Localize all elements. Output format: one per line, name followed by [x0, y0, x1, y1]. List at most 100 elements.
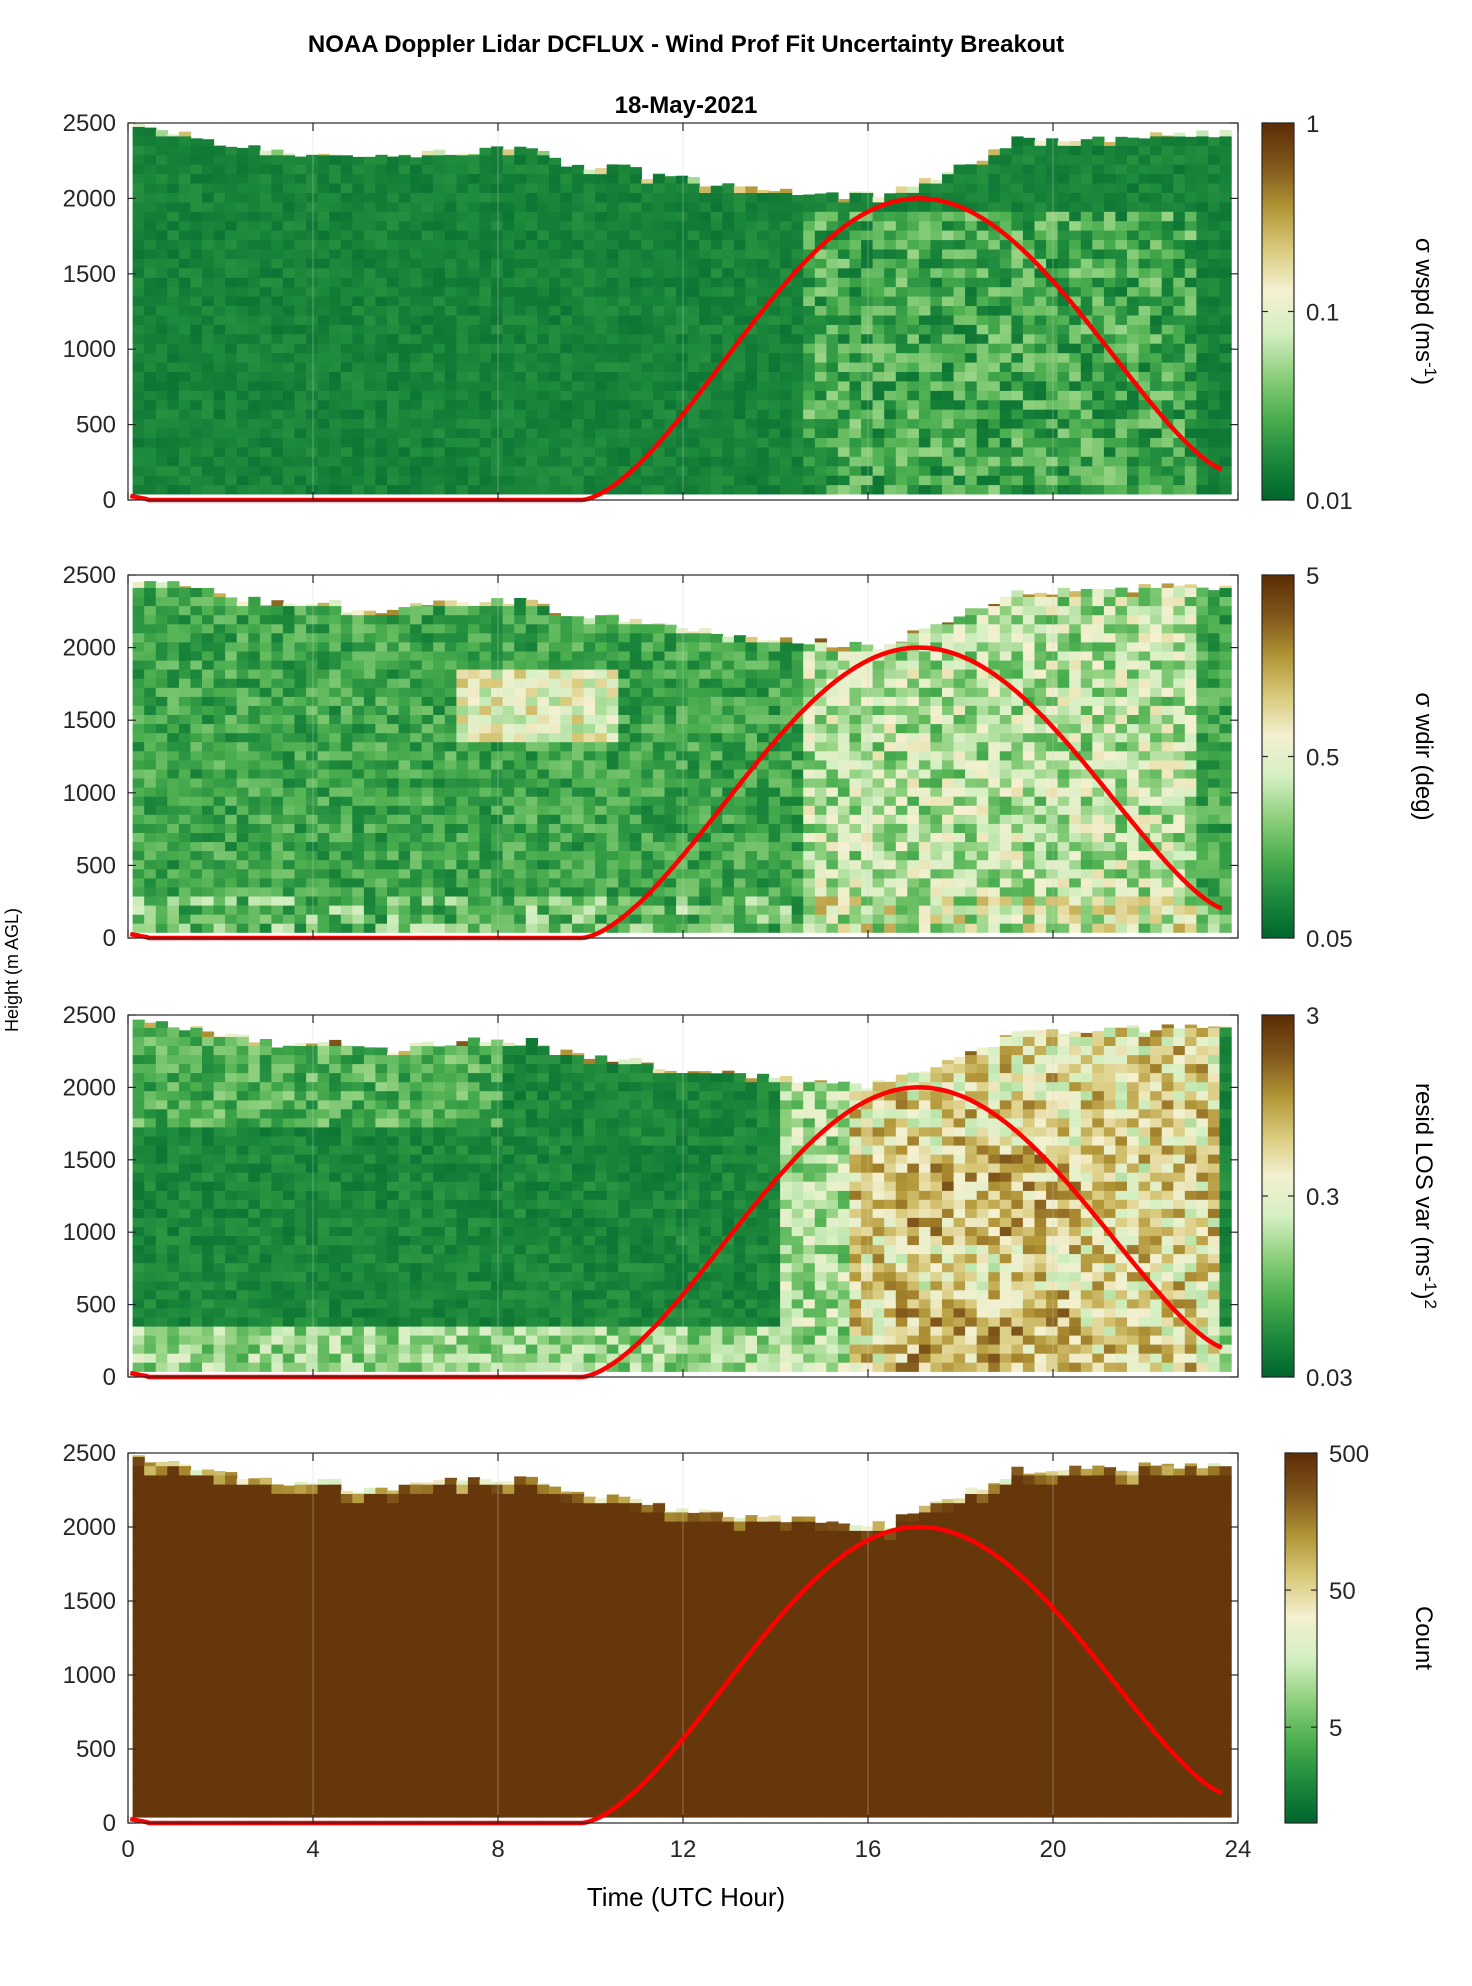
heatmap-cell — [294, 286, 307, 297]
heatmap-cell — [306, 787, 319, 797]
heatmap-cell — [572, 732, 585, 743]
heatmap-cell — [514, 475, 527, 486]
heatmap-cell — [641, 277, 654, 288]
heatmap-cell — [167, 475, 180, 486]
heatmap-cell — [803, 390, 816, 401]
y-tick-label: 1000 — [63, 336, 116, 363]
heatmap-cell — [710, 220, 723, 231]
heatmap-cell — [271, 787, 284, 797]
heatmap-cell — [780, 314, 793, 325]
heatmap-cell — [861, 220, 874, 231]
heatmap-cell — [641, 409, 654, 420]
heatmap-cell — [398, 211, 411, 222]
heatmap-cell — [1138, 314, 1151, 325]
heatmap-cell — [595, 465, 608, 476]
heatmap-cell — [352, 343, 365, 354]
heatmap-cell — [306, 428, 319, 438]
heatmap-cell — [733, 446, 747, 457]
heatmap-cell — [1138, 230, 1151, 241]
heatmap-cell — [583, 777, 596, 788]
heatmap-cell — [548, 868, 562, 879]
heatmap-cell — [456, 324, 469, 335]
heatmap-cell — [768, 390, 781, 401]
heatmap-cell — [491, 796, 504, 806]
heatmap-cell — [976, 201, 989, 212]
heatmap-cell — [988, 446, 1001, 457]
heatmap-cell — [814, 193, 827, 203]
heatmap-cell — [479, 164, 492, 175]
heatmap-cell — [537, 173, 550, 184]
heatmap-cell — [421, 714, 434, 725]
heatmap-cell — [271, 923, 284, 933]
heatmap-cell — [340, 182, 353, 193]
heatmap-cell — [479, 687, 492, 697]
heatmap-cell — [410, 201, 423, 212]
heatmap-cell — [872, 230, 885, 241]
heatmap-cell — [236, 814, 249, 824]
heatmap-cell — [572, 390, 585, 401]
heatmap-cell — [733, 239, 747, 250]
heatmap-cell — [722, 248, 735, 259]
heatmap-cell — [861, 324, 874, 335]
heatmap-cell — [548, 371, 562, 382]
heatmap-cell — [595, 352, 608, 363]
heatmap-cell — [259, 399, 272, 410]
heatmap-cell — [537, 418, 550, 429]
heatmap-cell — [780, 446, 793, 457]
heatmap-cell — [155, 923, 168, 933]
heatmap-cell — [907, 465, 920, 476]
heatmap-cell — [144, 390, 157, 401]
heatmap-cell — [560, 768, 573, 779]
heatmap-cell — [895, 380, 908, 391]
heatmap-cell — [583, 428, 596, 438]
heatmap-cell — [976, 173, 989, 184]
heatmap-cell — [363, 859, 377, 870]
heatmap-cell — [398, 796, 411, 806]
heatmap-cell — [375, 877, 388, 888]
heatmap-cell — [1184, 484, 1197, 495]
heatmap-cell — [1080, 139, 1093, 146]
heatmap-cell — [259, 841, 272, 852]
heatmap-cell — [225, 343, 238, 354]
heatmap-cell — [421, 173, 434, 184]
heatmap-cell — [1219, 154, 1232, 165]
heatmap-cell — [537, 192, 550, 203]
heatmap-cell — [1184, 136, 1197, 146]
heatmap-cell — [918, 182, 932, 193]
heatmap-cell — [213, 895, 226, 906]
heatmap-cell — [456, 741, 469, 752]
heatmap-cell — [306, 777, 319, 788]
heatmap-cell — [1069, 409, 1082, 420]
heatmap-cell — [190, 145, 203, 156]
heatmap-cell — [190, 641, 203, 652]
heatmap-cell — [352, 868, 365, 879]
heatmap-cell — [329, 650, 342, 661]
heatmap-cell — [167, 296, 180, 306]
heatmap-cell — [132, 352, 145, 363]
heatmap-cell — [410, 832, 423, 843]
heatmap-cell — [236, 850, 249, 861]
heatmap-cell — [710, 286, 723, 297]
heatmap-cell — [444, 650, 457, 661]
heatmap-cell — [1138, 362, 1151, 372]
heatmap-cell — [271, 768, 284, 779]
heatmap-cell — [202, 768, 215, 779]
heatmap-cell — [560, 632, 573, 643]
heatmap-cell — [1184, 286, 1197, 297]
heatmap-cell — [1022, 437, 1036, 448]
heatmap-cell — [803, 371, 816, 382]
heatmap-cell — [525, 650, 538, 661]
heatmap-cell — [467, 154, 481, 165]
heatmap-cell — [699, 437, 712, 448]
heatmap-cell — [1150, 296, 1163, 306]
heatmap-cell — [514, 823, 527, 833]
heatmap-cell — [1022, 164, 1036, 175]
heatmap-cell — [1138, 475, 1151, 486]
heatmap-cell — [236, 886, 249, 897]
heatmap-cell — [976, 164, 989, 175]
heatmap-cell — [132, 324, 145, 335]
heatmap-cell — [861, 409, 874, 420]
heatmap-cell — [722, 437, 735, 448]
heatmap-cell — [872, 277, 885, 288]
heatmap-cell — [1115, 154, 1128, 165]
